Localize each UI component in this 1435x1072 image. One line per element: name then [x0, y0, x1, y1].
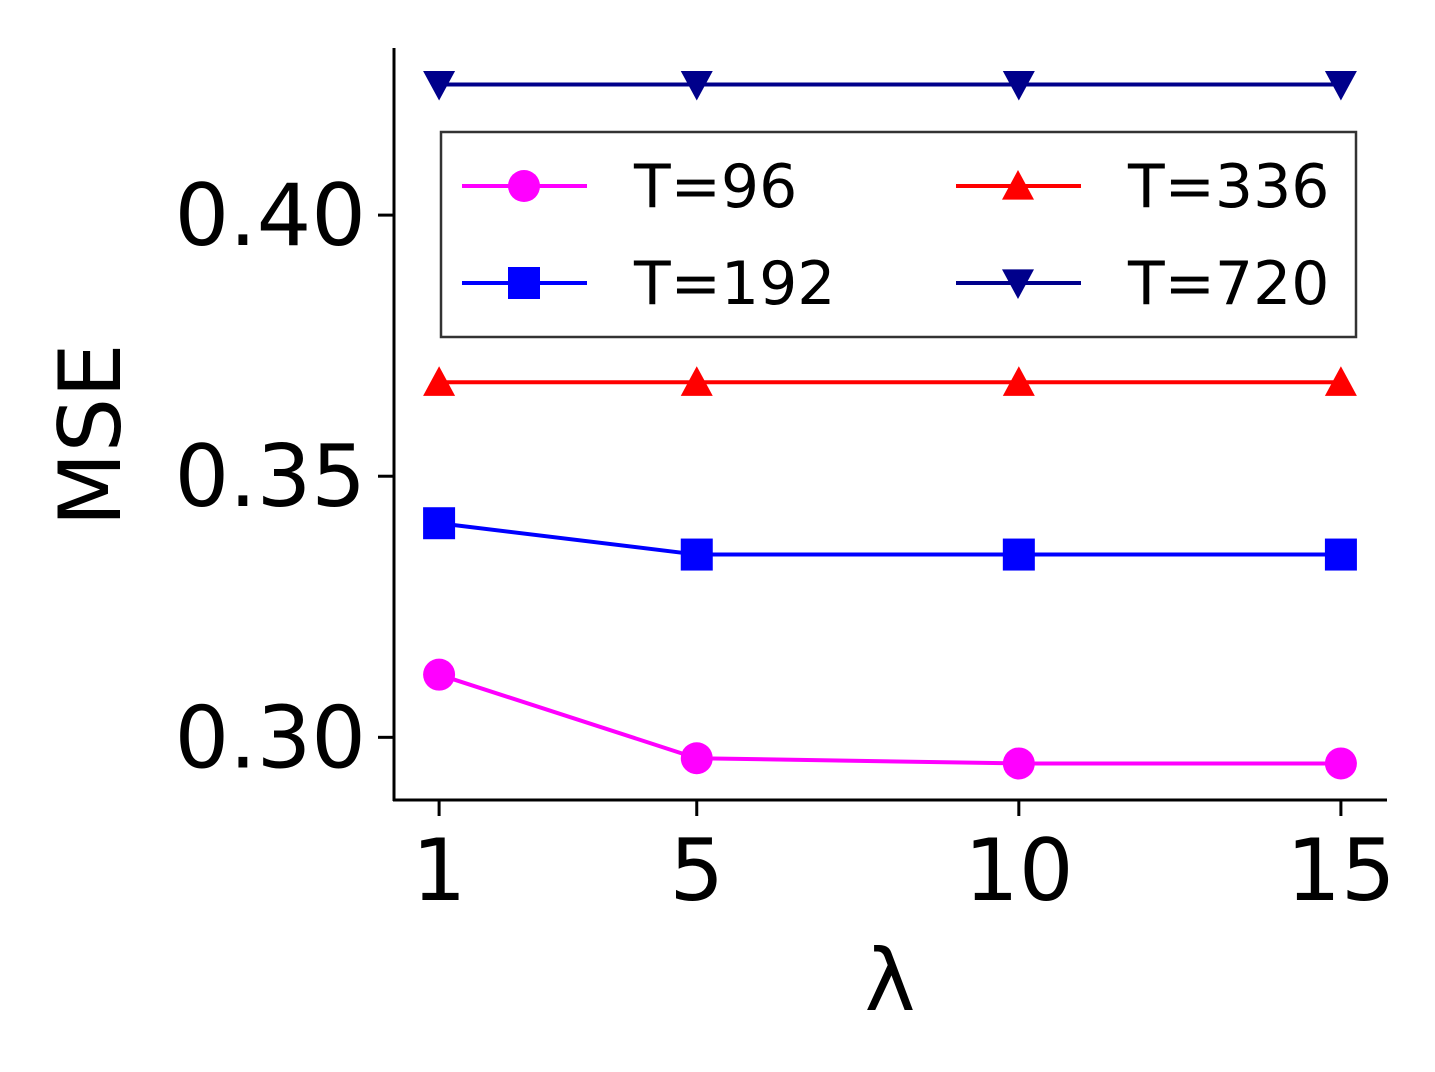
data-point	[680, 538, 713, 571]
legend-label: T=192	[633, 249, 835, 319]
plot-area: 0.300.350.40 1 5 10 15	[175, 48, 1396, 921]
legend-label: T=96	[633, 152, 797, 222]
x-tick-label: 1	[412, 821, 467, 921]
legend-item: T=192	[462, 249, 835, 319]
series-T=720	[423, 70, 1357, 101]
data-point	[680, 70, 713, 101]
legend-items: T=96 T=192 T=336 T=720	[462, 152, 1329, 319]
legend-item: T=720	[956, 249, 1329, 319]
legend-label: T=720	[1127, 249, 1329, 319]
series-line	[438, 672, 1341, 766]
series-T=192	[423, 507, 1357, 571]
data-point	[1002, 747, 1035, 780]
series-T=336	[423, 366, 1357, 396]
legend-box	[439, 130, 1358, 339]
x-axis-title: λ	[865, 931, 916, 1031]
x-tick-label: 10	[964, 821, 1073, 921]
data-point	[680, 742, 713, 775]
x-ticks: 1 5 10 15	[412, 800, 1396, 921]
legend: T=96 T=192 T=336 T=720	[439, 130, 1358, 339]
legend-marker	[1002, 269, 1034, 299]
data-point	[1324, 366, 1357, 396]
x-tick-label: 15	[1286, 821, 1395, 921]
y-tick-label: 0.35	[175, 427, 366, 527]
y-tick-label: 0.30	[175, 688, 366, 788]
data-point	[1324, 747, 1357, 780]
y-tick-label: 0.40	[175, 166, 366, 266]
y-axis-title: MSE	[41, 343, 141, 526]
x-tick-label: 5	[669, 821, 724, 921]
data-point	[423, 507, 456, 540]
legend-item: T=96	[462, 152, 797, 222]
data-point	[680, 366, 713, 396]
series-line	[438, 521, 1341, 557]
legend-marker	[1002, 170, 1034, 200]
data-point	[1324, 70, 1357, 101]
data-point	[423, 366, 456, 396]
data-point	[1002, 366, 1035, 396]
legend-label: T=336	[1127, 152, 1329, 222]
y-ticks: 0.30 0.35 0.40	[175, 166, 394, 788]
data-point	[1002, 70, 1035, 101]
data-point	[423, 70, 456, 101]
legend-item: T=336	[956, 152, 1329, 222]
series-lines	[423, 70, 1357, 780]
legend-marker	[508, 267, 540, 299]
series-T=96	[423, 658, 1357, 780]
data-point	[423, 658, 456, 691]
data-point	[1002, 538, 1035, 571]
data-point	[1324, 538, 1357, 571]
legend-marker	[508, 170, 540, 202]
